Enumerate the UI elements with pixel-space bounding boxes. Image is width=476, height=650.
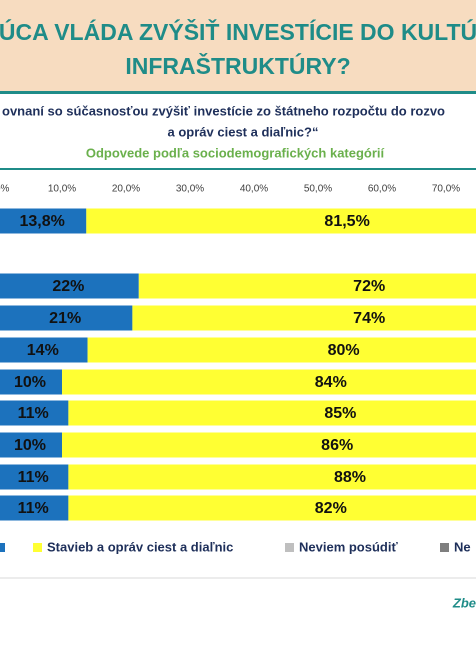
data-label: 14% [27, 342, 59, 359]
source: Zbe [452, 595, 476, 610]
legend-swatch [33, 543, 42, 552]
bar-segment [0, 369, 62, 395]
title-banner [0, 0, 476, 92]
bar-segment [87, 337, 476, 363]
x-tick-label: 50,0% [304, 184, 332, 195]
bar-segment [0, 305, 133, 331]
bar-segment [132, 305, 476, 331]
header-border [0, 168, 476, 170]
bar-segment [138, 273, 476, 299]
x-tick-label: 40,0% [240, 184, 268, 195]
bar-segment [0, 495, 69, 521]
x-tick-label: 70,0% [432, 184, 460, 195]
legend-swatch [285, 543, 294, 552]
data-label: 10% [14, 374, 46, 391]
bar-segment [0, 400, 69, 426]
bar-segment [0, 208, 87, 234]
bar-segment [0, 432, 62, 458]
bar-segment [62, 369, 476, 395]
data-label: 84% [315, 374, 347, 391]
legend-swatch [0, 543, 5, 552]
data-label: 72% [353, 278, 385, 295]
data-label: 80% [328, 342, 360, 359]
data-label: 22% [52, 278, 84, 295]
legend-label: Ne [454, 539, 471, 554]
data-label: 11% [18, 469, 49, 486]
x-tick-label: 30,0% [176, 184, 204, 195]
x-tick-label: 60,0% [368, 184, 396, 195]
note: Odpovede podľa sociodemografických kateg… [86, 145, 385, 160]
x-tick-label: 10,0% [48, 184, 76, 195]
x-tick-label: 0,0% [0, 184, 10, 195]
banner-border [0, 91, 476, 94]
data-label: 85% [324, 405, 356, 422]
chart-title: ÚCA VLÁDA ZVÝŠIŤ INVESTÍCIE DO KULTÚ [0, 18, 476, 45]
legend-label: Neviem posúdiť [299, 539, 398, 554]
data-label: 13,8% [19, 213, 64, 230]
data-label: 11% [18, 405, 49, 422]
bar-segment [0, 273, 139, 299]
bar-segment [62, 432, 476, 458]
subtitle: ovnaní so súčasnosťou zvýšiť investície … [2, 103, 445, 118]
data-label: 11% [18, 500, 49, 517]
legend-label: Stavieb a opráv ciest a diaľnic [47, 539, 233, 554]
data-label: 10% [14, 437, 46, 454]
bar-segment [0, 464, 69, 490]
legend-swatch [440, 543, 449, 552]
subtitle: a opráv ciest a diaľnic?“ [168, 124, 319, 139]
data-label: 81,5% [324, 213, 369, 230]
bar-segment [86, 208, 476, 234]
data-label: 74% [353, 310, 385, 327]
x-tick-label: 20,0% [112, 184, 140, 195]
bar-segment [68, 495, 476, 521]
data-label: 82% [315, 500, 347, 517]
data-label: 88% [334, 469, 366, 486]
bar-segment [68, 464, 476, 490]
data-label: 86% [321, 437, 353, 454]
chart-title: INFRAŠTRUKTÚRY? [125, 52, 350, 79]
bar-segment [0, 337, 88, 363]
data-label: 21% [49, 310, 81, 327]
bar-segment [68, 400, 476, 426]
